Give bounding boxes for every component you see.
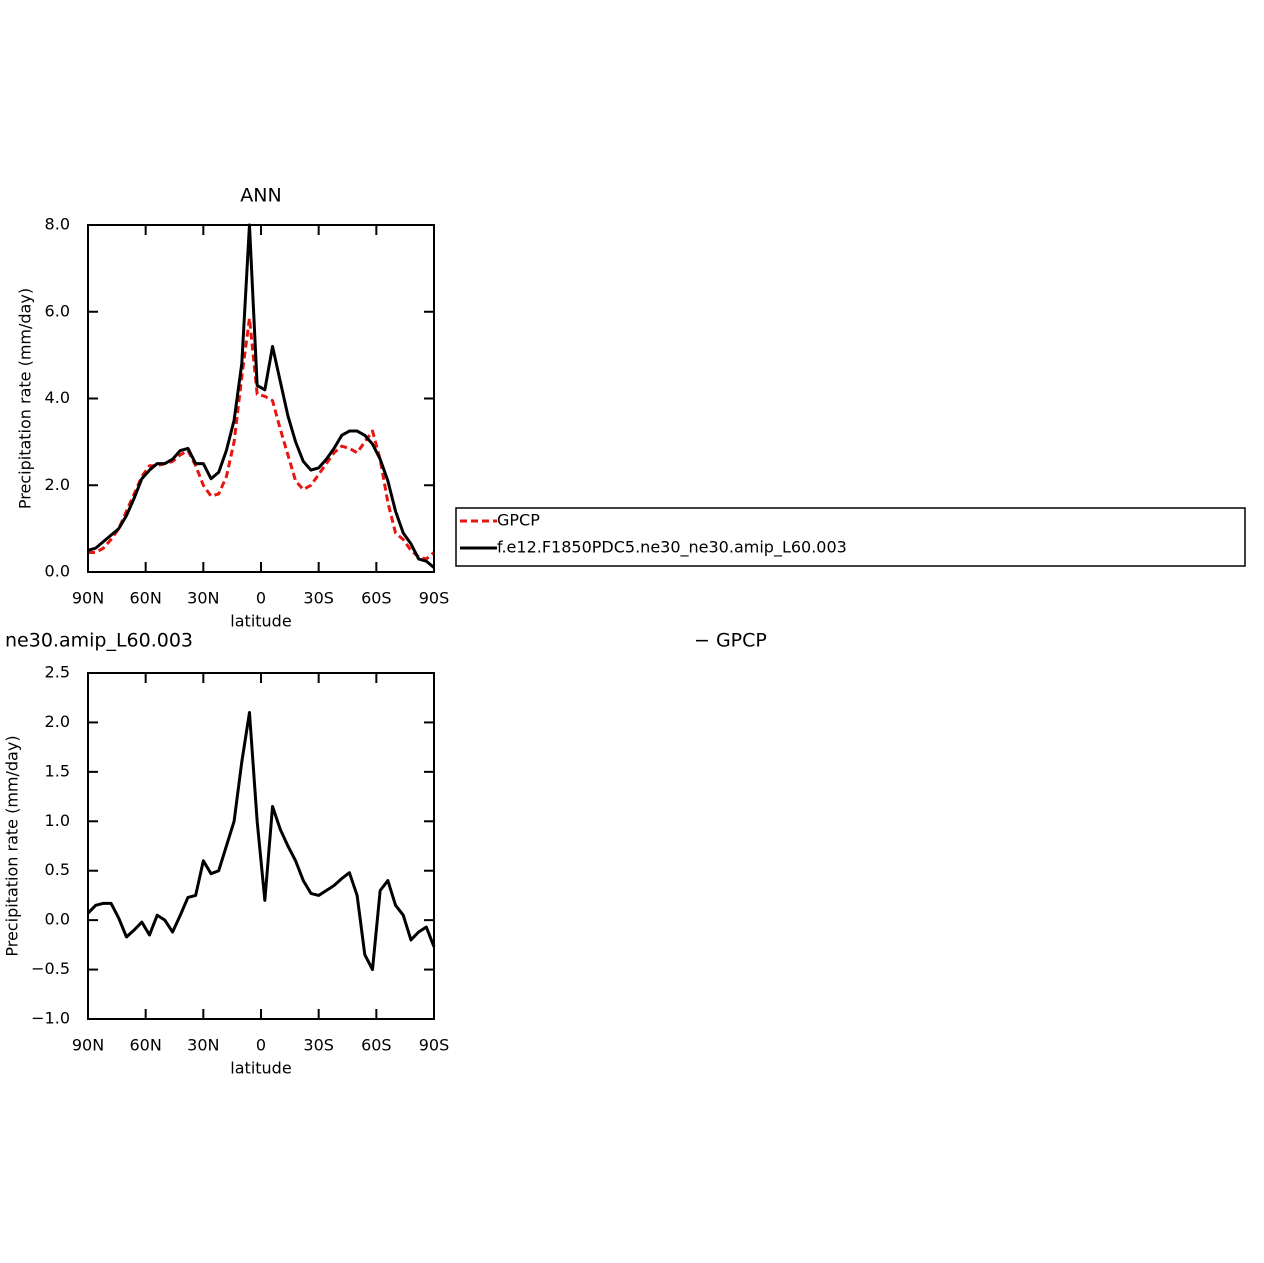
y-tick-label: 0.0 [45, 562, 70, 581]
x-tick-label: 90S [419, 1036, 450, 1055]
right-title: − GPCP [694, 630, 767, 652]
data-line [86, 711, 436, 972]
x-tick-label: 60N [130, 1036, 162, 1055]
legend-label: GPCP [497, 511, 540, 530]
x-tick-label: 30N [187, 1036, 219, 1055]
y-tick-label: 0.5 [45, 860, 70, 879]
x-tick-label: 90N [72, 589, 104, 608]
y-axis-label: Precipitation rate (mm/day) [16, 288, 35, 509]
left-title: ne30.amip_L60.003 [5, 630, 193, 652]
x-tick-label: 0 [256, 1036, 266, 1055]
y-tick-label: −1.0 [31, 1009, 70, 1028]
data-line [88, 316, 435, 561]
y-tick-label: 2.0 [45, 475, 70, 494]
legend-label: f.e12.F1850PDC5.ne30_ne30.amip_L60.003 [497, 538, 847, 558]
y-tick-label: 0.0 [45, 910, 70, 929]
y-axis-label: Precipitation rate (mm/day) [3, 735, 22, 956]
plot-frame [87, 224, 435, 573]
x-tick-label: 0 [256, 589, 266, 608]
plot-frame [87, 672, 435, 1020]
chart-title: ANN [240, 185, 281, 207]
x-tick-label: 90N [72, 1036, 104, 1055]
y-tick-label: 8.0 [45, 215, 70, 234]
x-tick-label: 60S [361, 589, 392, 608]
x-axis-label: latitude [230, 1059, 291, 1078]
x-axis-label: latitude [230, 612, 291, 631]
y-tick-label: 2.0 [45, 712, 70, 731]
y-tick-label: 2.5 [45, 663, 70, 682]
x-tick-label: 30N [187, 589, 219, 608]
x-tick-label: 90S [419, 589, 450, 608]
y-tick-label: 6.0 [45, 301, 70, 320]
y-tick-label: 4.0 [45, 388, 70, 407]
y-tick-label: 1.5 [45, 761, 70, 780]
y-tick-label: −0.5 [31, 959, 70, 978]
data-line [87, 223, 435, 569]
x-tick-label: 60N [130, 589, 162, 608]
legend-box [455, 507, 1246, 567]
x-tick-label: 30S [303, 1036, 334, 1055]
x-tick-label: 30S [303, 589, 334, 608]
y-tick-label: 1.0 [45, 811, 70, 830]
x-tick-label: 60S [361, 1036, 392, 1055]
